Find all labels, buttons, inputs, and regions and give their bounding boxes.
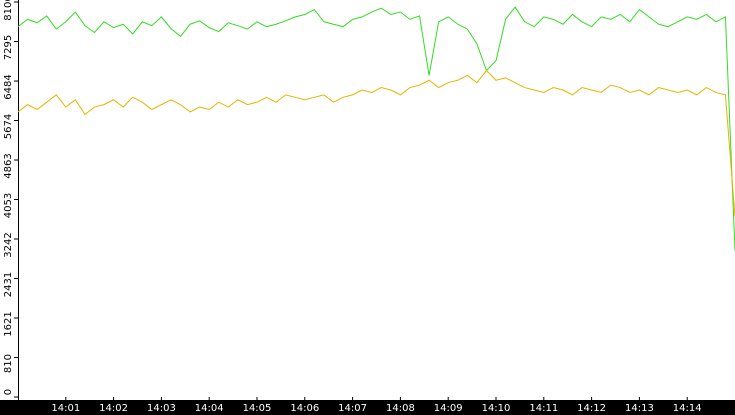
x-tick-label: 14:12 <box>577 403 606 414</box>
y-tick-label: 3242 <box>3 232 14 257</box>
y-tick-label: 5674 <box>3 114 14 139</box>
x-tick-label: 14:11 <box>529 403 558 414</box>
x-tick-label: 14:01 <box>51 403 80 414</box>
y-tick-label: 1621 <box>3 311 14 336</box>
x-tick-label: 14:03 <box>147 403 176 414</box>
series-line <box>17 69 735 217</box>
x-tick-label: 14:02 <box>99 403 128 414</box>
y-tick-label: 4053 <box>3 193 14 218</box>
x-tick-label: 14:07 <box>338 403 367 414</box>
y-tick-label: 2431 <box>3 272 14 297</box>
y-tick-label: 8106 <box>3 0 14 21</box>
x-tick-label: 14:13 <box>625 403 654 414</box>
x-tick-label: 14:04 <box>195 403 224 414</box>
y-tick-label: 810 <box>3 354 14 373</box>
x-axis-band <box>0 400 735 415</box>
x-tick-label: 14:08 <box>386 403 415 414</box>
y-tick-label: 7295 <box>3 35 14 60</box>
x-tick-label: 14:10 <box>482 403 511 414</box>
y-tick-label: 4863 <box>3 153 14 178</box>
series-line <box>17 6 735 251</box>
x-tick-label: 14:09 <box>434 403 463 414</box>
x-tick-label: 14:05 <box>243 403 272 414</box>
x-tick-label: 14:14 <box>673 403 702 414</box>
y-tick-label: 0 <box>3 389 14 395</box>
x-tick-label: 14:06 <box>290 403 319 414</box>
y-tick-label: 6484 <box>3 74 14 99</box>
